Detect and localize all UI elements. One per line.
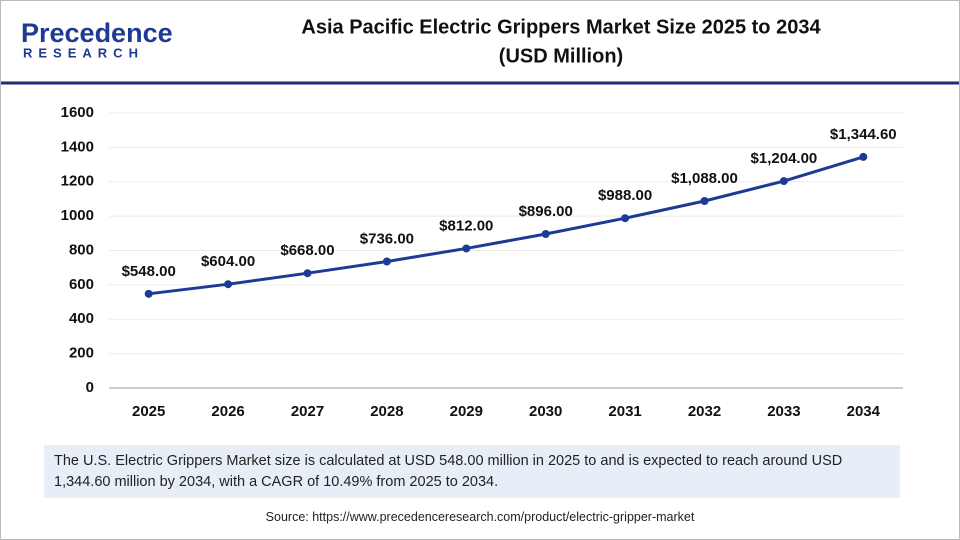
chart-title: Asia Pacific Electric Grippers Market Si… bbox=[301, 16, 821, 38]
data-label: $1,204.00 bbox=[751, 150, 818, 167]
footnote: The U.S. Electric Grippers Market size i… bbox=[44, 445, 900, 498]
y-tick-label: 1200 bbox=[61, 173, 94, 190]
x-tick-label: 2026 bbox=[211, 403, 244, 420]
y-tick-label: 1600 bbox=[61, 104, 94, 121]
x-tick-label: 2033 bbox=[767, 403, 800, 420]
x-tick-label: 2032 bbox=[688, 403, 721, 420]
x-tick-label: 2030 bbox=[529, 403, 562, 420]
logo-name: Precedence bbox=[21, 18, 173, 48]
point bbox=[224, 280, 233, 289]
y-tick-label: 1000 bbox=[61, 207, 94, 224]
x-tick-label: 2034 bbox=[847, 403, 881, 420]
data-label: $896.00 bbox=[519, 203, 573, 220]
y-tick-label: 800 bbox=[69, 241, 94, 258]
data-label: $1,088.00 bbox=[671, 170, 738, 187]
source: Source: https://www.precedenceresearch.c… bbox=[265, 510, 695, 524]
y-tick-label: 200 bbox=[69, 345, 94, 362]
point bbox=[382, 257, 391, 266]
y-tick-label: 600 bbox=[69, 276, 94, 293]
chart-subtitle: (USD Million) bbox=[499, 45, 623, 67]
data-label: $812.00 bbox=[439, 217, 493, 234]
logo-tagline: RESEARCH bbox=[23, 45, 144, 60]
point bbox=[462, 244, 471, 253]
data-label: $1,344.60 bbox=[830, 126, 897, 143]
x-tick-label: 2025 bbox=[132, 403, 165, 420]
point bbox=[779, 177, 788, 186]
y-tick-label: 1400 bbox=[61, 138, 94, 155]
data-label: $988.00 bbox=[598, 187, 652, 204]
x-tick-label: 2028 bbox=[370, 403, 403, 420]
line bbox=[148, 155, 864, 296]
data-label: $548.00 bbox=[122, 263, 176, 280]
y-tick-label: 0 bbox=[86, 379, 94, 396]
y-tick-label: 400 bbox=[69, 310, 94, 327]
point bbox=[621, 214, 630, 223]
point bbox=[144, 289, 153, 298]
point bbox=[303, 269, 312, 278]
x-tick-label: 2027 bbox=[291, 403, 324, 420]
data-label: $668.00 bbox=[280, 242, 334, 259]
x-tick-label: 2029 bbox=[450, 403, 483, 420]
point bbox=[700, 197, 709, 205]
data-label: $736.00 bbox=[360, 230, 414, 247]
point bbox=[541, 230, 550, 238]
point bbox=[859, 152, 868, 161]
data-label: $604.00 bbox=[201, 253, 255, 270]
x-tick-label: 2031 bbox=[608, 403, 641, 420]
